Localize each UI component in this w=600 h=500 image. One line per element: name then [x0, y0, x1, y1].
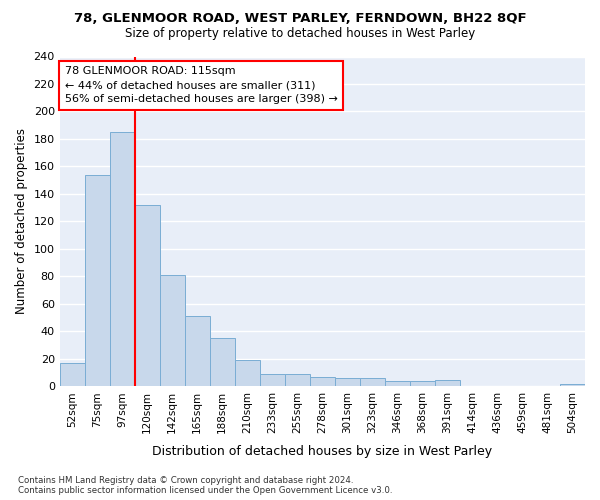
Bar	[385, 381, 410, 386]
Bar	[560, 384, 585, 386]
X-axis label: Distribution of detached houses by size in West Parley: Distribution of detached houses by size …	[152, 444, 493, 458]
Text: 78, GLENMOOR ROAD, WEST PARLEY, FERNDOWN, BH22 8QF: 78, GLENMOOR ROAD, WEST PARLEY, FERNDOWN…	[74, 12, 526, 26]
Bar	[85, 174, 110, 386]
Y-axis label: Number of detached properties: Number of detached properties	[15, 128, 28, 314]
Text: 78 GLENMOOR ROAD: 115sqm
← 44% of detached houses are smaller (311)
56% of semi-: 78 GLENMOOR ROAD: 115sqm ← 44% of detach…	[65, 66, 338, 104]
Text: Size of property relative to detached houses in West Parley: Size of property relative to detached ho…	[125, 28, 475, 40]
Bar	[110, 132, 135, 386]
Bar	[135, 205, 160, 386]
Bar	[235, 360, 260, 386]
Bar	[410, 381, 435, 386]
Bar	[160, 275, 185, 386]
Bar	[335, 378, 360, 386]
Bar	[310, 377, 335, 386]
Bar	[435, 380, 460, 386]
Text: Contains HM Land Registry data © Crown copyright and database right 2024.
Contai: Contains HM Land Registry data © Crown c…	[18, 476, 392, 495]
Bar	[360, 378, 385, 386]
Bar	[210, 338, 235, 386]
Bar	[59, 363, 85, 386]
Bar	[185, 316, 210, 386]
Bar	[260, 374, 285, 386]
Bar	[285, 374, 310, 386]
